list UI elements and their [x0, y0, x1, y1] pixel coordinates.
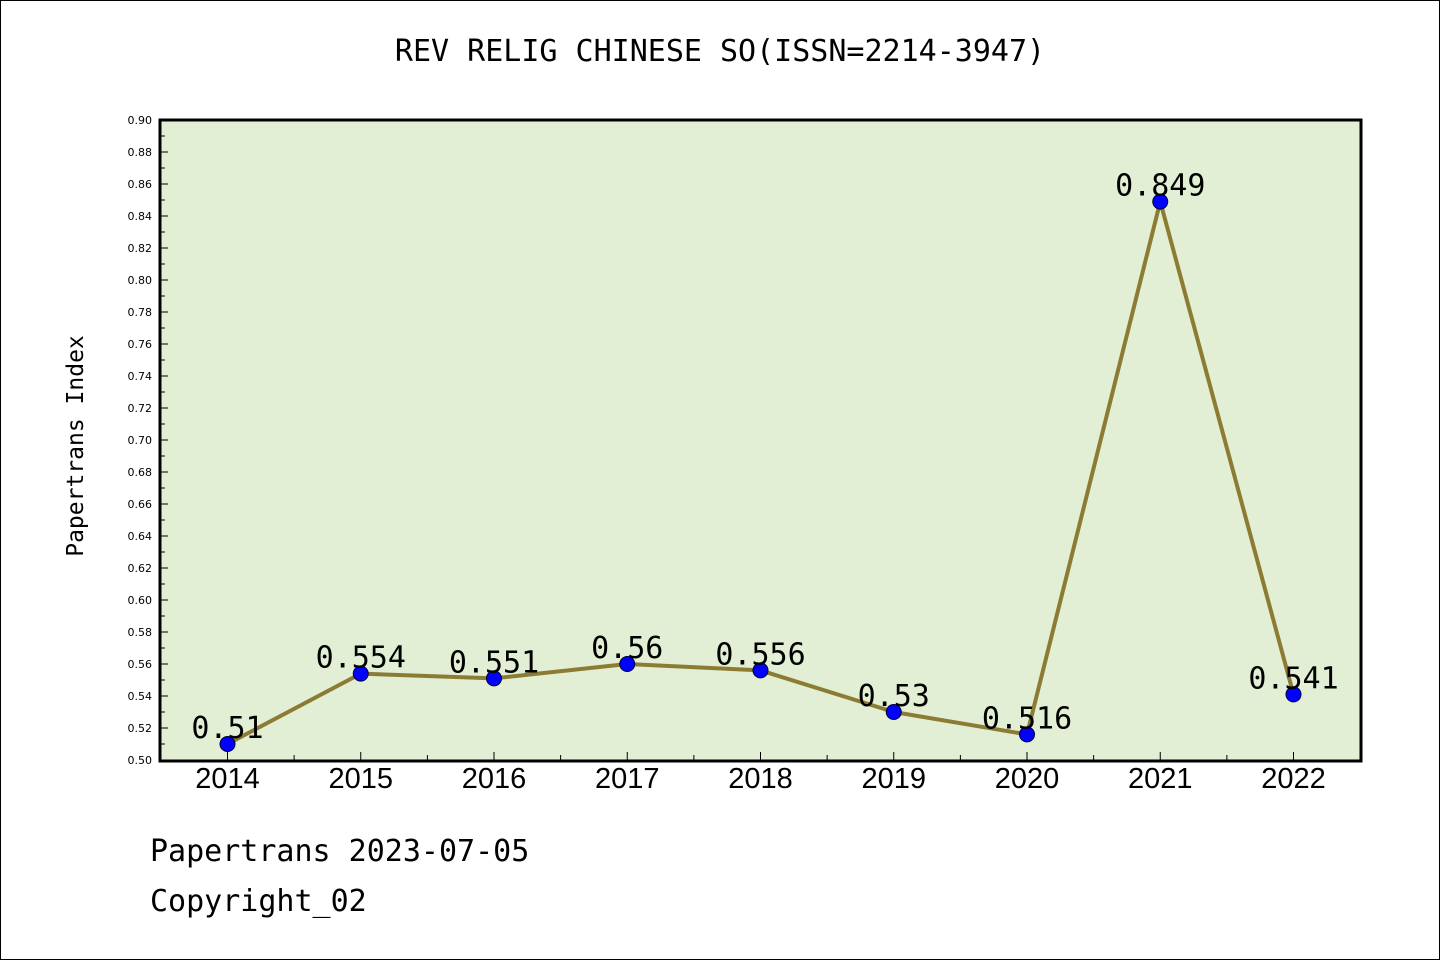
y-tick-label: 0.68: [128, 466, 153, 479]
data-label: 0.556: [715, 637, 805, 672]
data-label: 0.849: [1115, 169, 1205, 204]
y-tick-label: 0.86: [128, 178, 153, 191]
y-tick-label: 0.90: [128, 114, 153, 127]
data-label: 0.56: [591, 631, 663, 666]
data-point: [885, 704, 902, 720]
chart-title: REV RELIG CHINESE SO(ISSN=2214-3947): [394, 34, 1046, 69]
x-tick-label: 2019: [861, 763, 926, 795]
data-point: [619, 656, 636, 672]
data-point: [486, 670, 502, 687]
data-label: 0.53: [858, 679, 930, 714]
y-tick-label: 0.84: [128, 210, 153, 223]
y-axis: 0.50 0.52 0.54 0.56 0.58 0.60 0.62 0.64 0.66 0.68…: [128, 114, 168, 767]
series: [219, 193, 1302, 752]
y-tick-label: 0.58: [128, 626, 153, 639]
data-point: [1152, 193, 1169, 210]
data-label: 0.516: [982, 701, 1072, 736]
y-tick-label: 0.80: [128, 274, 153, 287]
data-point: [1019, 726, 1035, 743]
y-tick-label: 0.74: [128, 370, 153, 383]
y-tick-label: 0.76: [128, 338, 153, 351]
x-tick-label: 2018: [728, 763, 793, 795]
footer-copyright: Copyright_02: [150, 884, 367, 919]
data-label: 0.554: [316, 641, 406, 676]
data-label: 0.551: [449, 645, 539, 680]
y-tick-label: 0.56: [128, 658, 153, 671]
x-axis: 2014 2015 2016 2017 2018 2019 2020 2021 2022: [195, 752, 1326, 795]
y-tick-label: 0.72: [128, 402, 153, 415]
y-tick-label: 0.78: [128, 306, 153, 319]
x-tick-label: 2016: [462, 763, 527, 795]
x-tick-label: 2015: [328, 763, 393, 795]
data-point: [219, 736, 236, 752]
y-tick-label: 0.82: [128, 242, 153, 255]
y-tick-label: 0.62: [128, 562, 153, 575]
y-tick-label: 0.64: [128, 530, 153, 543]
y-tick-label: 0.70: [128, 434, 153, 447]
data-labels: 0.51 0.554 0.551 0.56 0.556 0.53 0.516 0.849 0.5…: [191, 169, 1338, 746]
y-tick-label: 0.52: [128, 722, 153, 735]
y-tick-label: 0.50: [128, 754, 153, 767]
x-tick-label: 2021: [1128, 763, 1193, 795]
data-label: 0.51: [191, 711, 263, 746]
x-tick-label: 2020: [995, 763, 1060, 795]
x-tick-label: 2014: [195, 763, 260, 795]
x-tick-label: 2022: [1261, 763, 1326, 795]
data-point: [752, 662, 769, 679]
plot-area: [158, 118, 1363, 763]
footer-date: Papertrans 2023-07-05: [150, 834, 530, 869]
x-tick-label: 2017: [595, 763, 660, 795]
y-tick-label: 0.88: [128, 146, 153, 159]
y-tick-label: 0.54: [128, 690, 153, 703]
data-point: [1285, 686, 1302, 703]
y-tick-label: 0.66: [128, 498, 153, 511]
y-tick-label: 0.60: [128, 594, 153, 607]
data-point: [352, 665, 369, 682]
data-label: 0.541: [1248, 661, 1338, 696]
